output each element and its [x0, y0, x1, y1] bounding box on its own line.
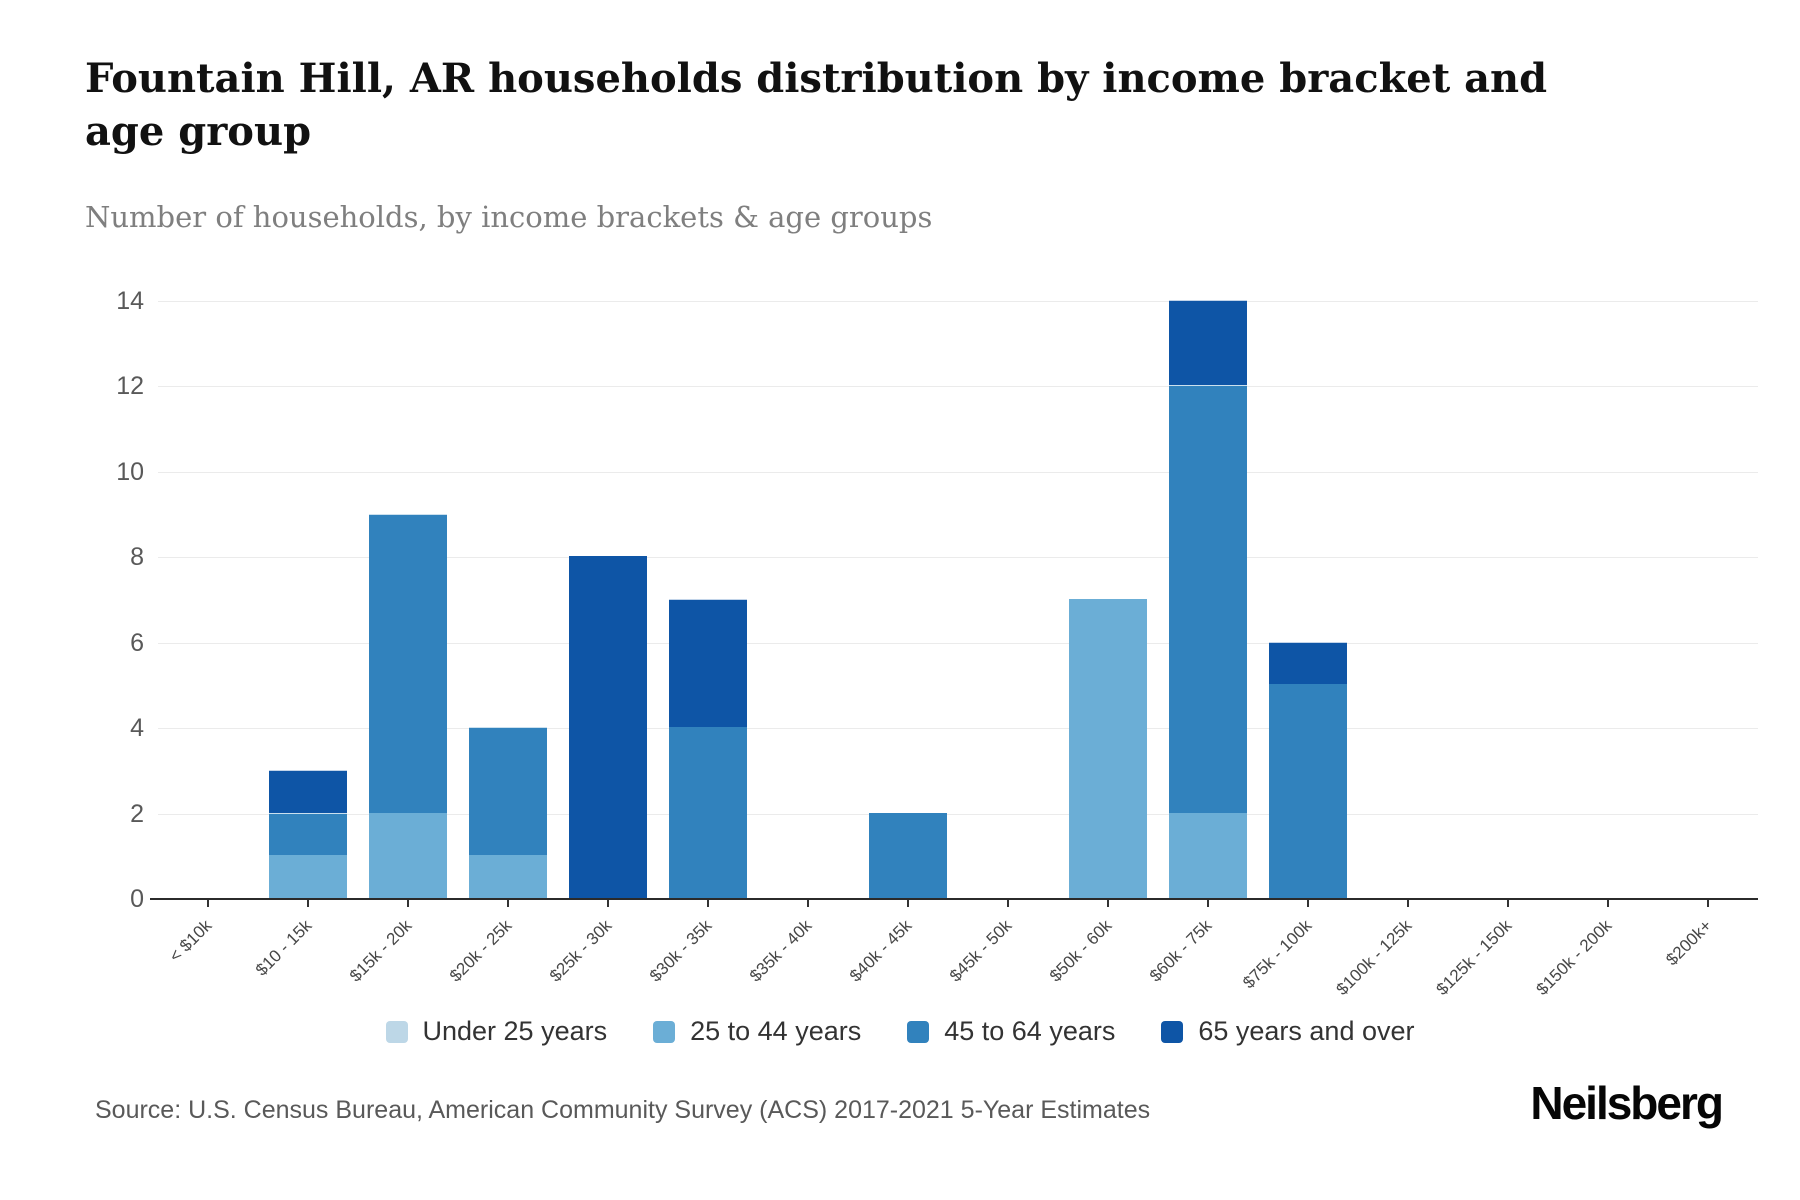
gridline — [158, 386, 1758, 388]
bar-stack — [1069, 599, 1147, 898]
x-axis-tick — [1607, 900, 1609, 907]
gridline — [158, 728, 1758, 730]
legend-label: 45 to 64 years — [944, 1016, 1116, 1046]
bar-stack — [1269, 641, 1347, 898]
x-axis-tick — [1107, 900, 1109, 907]
gridline — [158, 813, 1758, 815]
x-axis-tick — [1407, 900, 1409, 907]
x-axis-tick — [607, 900, 609, 907]
y-tick-label: 12 — [116, 372, 144, 401]
y-tick-label: 2 — [130, 799, 144, 828]
chart-title: Fountain Hill, AR households distributio… — [85, 55, 1548, 156]
x-axis-tick — [1307, 900, 1309, 907]
bar-stack — [669, 599, 747, 898]
x-tick-label: $60k - 75k — [1145, 916, 1216, 986]
x-tick-label: $75k - 100k — [1239, 916, 1316, 993]
legend-label: 25 to 44 years — [690, 1016, 862, 1046]
x-tick-label: $15k - 20k — [345, 916, 416, 986]
x-tick-label: $35k - 40k — [745, 916, 816, 986]
bar-segment[interactable] — [269, 812, 347, 856]
bar-segment[interactable] — [469, 727, 547, 856]
x-tick-label: $10 - 15k — [251, 916, 316, 980]
y-tick-label: 14 — [116, 287, 144, 315]
bar-stack — [269, 769, 347, 898]
gridline — [158, 557, 1758, 559]
legend-label: Under 25 years — [422, 1016, 608, 1046]
bar-segment[interactable] — [269, 855, 347, 898]
x-tick-label: $25k - 30k — [545, 916, 616, 986]
gridline — [158, 301, 1758, 302]
bar-segment[interactable] — [1069, 599, 1147, 898]
x-tick-label: < $10k — [165, 916, 216, 966]
source-note: Source: U.S. Census Bureau, American Com… — [95, 1096, 1151, 1124]
brand-logo: Neilsberg — [1530, 1077, 1724, 1129]
bar-segment[interactable] — [669, 727, 747, 898]
bar-stack — [569, 556, 647, 898]
x-axis-tick — [1707, 900, 1709, 907]
x-tick-label: $200k+ — [1662, 916, 1716, 970]
legend-item-25-to-44-years[interactable]: 25 to 44 years — [653, 1016, 861, 1047]
x-axis-tick — [1207, 900, 1209, 907]
bar-stack — [869, 812, 947, 898]
gridline — [158, 642, 1758, 644]
x-axis-tick — [507, 900, 509, 907]
bar-segment[interactable] — [269, 769, 347, 813]
chart-subtitle: Number of households, by income brackets… — [85, 200, 933, 234]
bar-stack — [469, 727, 547, 898]
x-axis-line — [150, 898, 1758, 900]
bar-stack — [1169, 300, 1247, 898]
x-axis-tick — [1507, 900, 1509, 907]
legend-item-45-to-64-years[interactable]: 45 to 64 years — [907, 1016, 1115, 1047]
x-axis-tick — [307, 900, 309, 907]
x-tick-label: $150k - 200k — [1532, 916, 1616, 999]
bar-segment[interactable] — [1269, 684, 1347, 898]
bar-segment[interactable] — [869, 812, 947, 898]
legend-item-under-25-years[interactable]: Under 25 years — [385, 1016, 608, 1047]
x-tick-label: $100k - 125k — [1332, 916, 1416, 999]
x-tick-label: $45k - 50k — [945, 916, 1016, 986]
gridline — [158, 471, 1758, 473]
y-tick-label: 0 — [130, 885, 144, 913]
legend: Under 25 years 25 to 44 years 45 to 64 yea… — [0, 1016, 1800, 1047]
legend-item-65-years-and-over[interactable]: 65 years and over — [1161, 1016, 1415, 1047]
y-tick-label: 10 — [116, 457, 144, 486]
bar-segment[interactable] — [669, 599, 747, 728]
legend-swatch — [907, 1020, 930, 1043]
bar-segment[interactable] — [1169, 385, 1247, 813]
bar-segment[interactable] — [469, 855, 547, 898]
x-axis-tick — [207, 900, 209, 907]
y-tick-label: 6 — [130, 628, 144, 657]
bar-stack — [369, 513, 447, 898]
x-tick-label: $40k - 45k — [845, 916, 916, 986]
bar-segment[interactable] — [569, 556, 647, 898]
legend-swatch — [385, 1020, 408, 1043]
y-tick-label: 4 — [130, 714, 144, 743]
x-tick-label: $125k - 150k — [1432, 916, 1516, 999]
x-tick-label: $20k - 25k — [445, 916, 516, 986]
bar-segment[interactable] — [369, 812, 447, 898]
x-axis-tick — [407, 900, 409, 907]
x-axis-tick — [707, 900, 709, 907]
legend-swatch — [653, 1020, 676, 1043]
plot-area: 0 2 4 6 8 10 12 14 < $10k $10 - 15k $15k - 20k $20k… — [116, 287, 1758, 999]
legend-swatch — [1161, 1020, 1184, 1043]
bar-segment[interactable] — [1169, 300, 1247, 386]
bar-segment[interactable] — [1169, 812, 1247, 898]
bar-segment[interactable] — [1269, 641, 1347, 685]
legend-label: 65 years and over — [1198, 1016, 1415, 1046]
y-tick-label: 8 — [130, 543, 144, 572]
x-axis-tick — [1007, 900, 1009, 907]
bar-segment[interactable] — [369, 513, 447, 813]
x-tick-label: $50k - 60k — [1045, 916, 1116, 986]
x-axis-tick — [807, 900, 809, 907]
x-tick-label: $30k - 35k — [645, 916, 716, 986]
x-axis-tick — [907, 900, 909, 907]
